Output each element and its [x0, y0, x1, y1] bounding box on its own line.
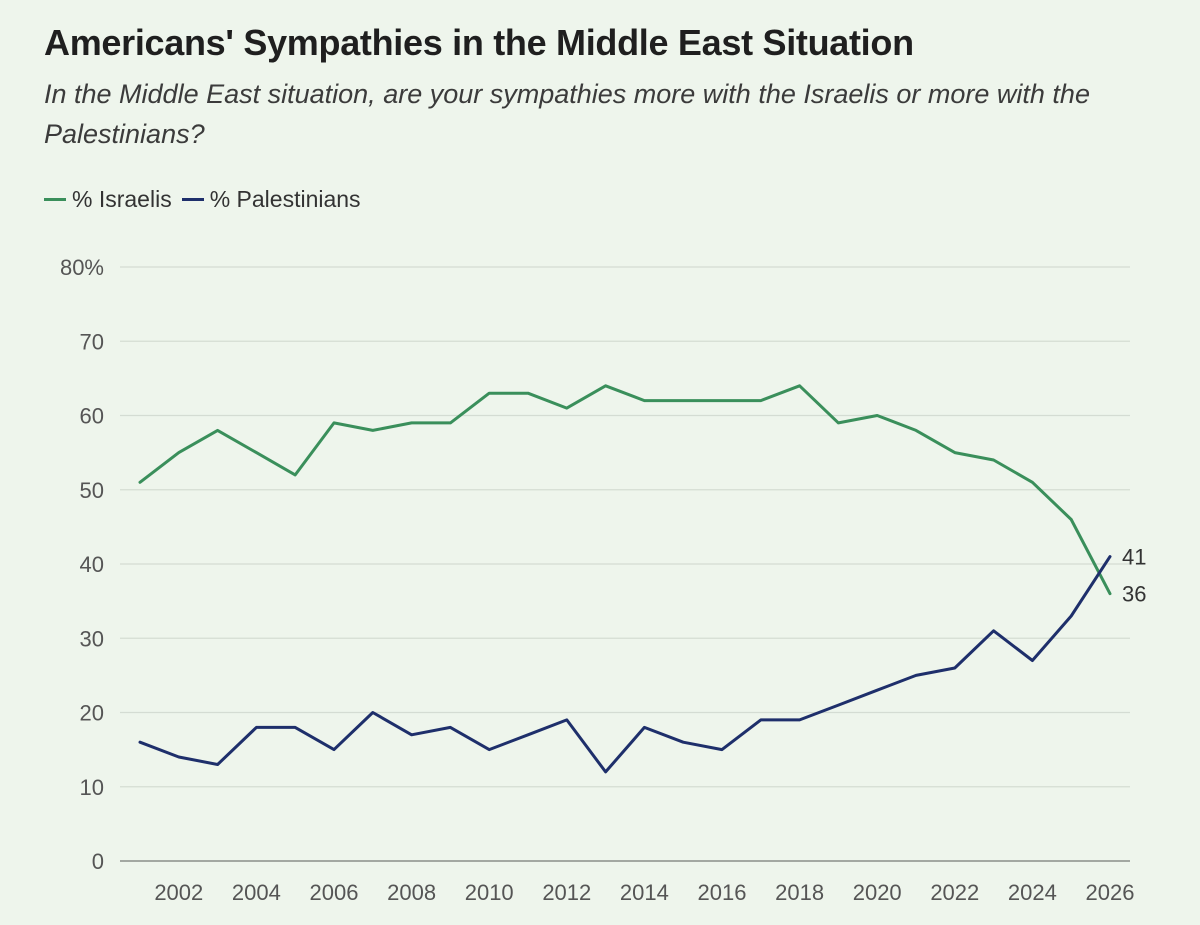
y-tick-label-20: 20	[80, 701, 104, 726]
y-tick-label-10: 10	[80, 775, 104, 800]
legend-swatch-palestinians	[181, 197, 204, 201]
y-tick-label-70: 70	[80, 329, 104, 354]
legend-label-israelis: % Israelis	[72, 185, 172, 212]
legend-item-palestinians: % Palestinians	[181, 185, 361, 213]
chart-subtitle: In the Middle East situation, are your s…	[44, 79, 1090, 149]
y-tick-label-30: 30	[80, 626, 104, 651]
x-tick-label-2006: 2006	[310, 880, 359, 905]
x-tick-label-2026: 2026	[1086, 880, 1135, 905]
y-tick-label-0: 0	[92, 849, 104, 874]
x-tick-label-2004: 2004	[232, 880, 281, 905]
x-tick-label-2012: 2012	[542, 880, 591, 905]
x-tick-label-2010: 2010	[465, 880, 514, 905]
x-tick-label-2016: 2016	[698, 880, 747, 905]
legend-item-israelis: % Israelis	[44, 186, 172, 213]
y-tick-label-60: 60	[80, 404, 104, 429]
x-tick-label-2024: 2024	[1008, 880, 1057, 905]
x-tick-label-2018: 2018	[775, 880, 824, 905]
end-label-palestinians: 41	[1122, 545, 1146, 570]
y-tick-label-40: 40	[80, 552, 104, 577]
series-line-palestinians	[138, 555, 1112, 774]
gridlines	[120, 266, 1130, 788]
x-axis-ticks: 2002 2004 2006 2008 2010 2012 2014 2016 2018 2020…	[154, 880, 1134, 905]
series-line-israelis	[138, 384, 1112, 596]
x-tick-label-2022: 2022	[930, 880, 979, 905]
y-tick-label-50: 50	[80, 478, 104, 503]
legend-label-palestinians: % Palestinians	[209, 185, 361, 212]
legend-swatch-israelis	[44, 197, 66, 201]
x-tick-label-2008: 2008	[387, 880, 436, 905]
x-tick-label-2020: 2020	[853, 880, 902, 905]
end-label-israelis: 36	[1122, 582, 1146, 607]
y-tick-label-80: 80%	[60, 255, 104, 280]
series-lines	[138, 384, 1112, 774]
x-tick-label-2014: 2014	[620, 880, 669, 905]
x-tick-label-2002: 2002	[154, 880, 203, 905]
legend: % Israelis % Palestinians	[44, 184, 371, 214]
chart-title: Americans' Sympathies in the Middle East…	[44, 22, 914, 63]
y-axis-ticks: 0 10 20 30 40 50 60 70 80%	[60, 255, 104, 874]
